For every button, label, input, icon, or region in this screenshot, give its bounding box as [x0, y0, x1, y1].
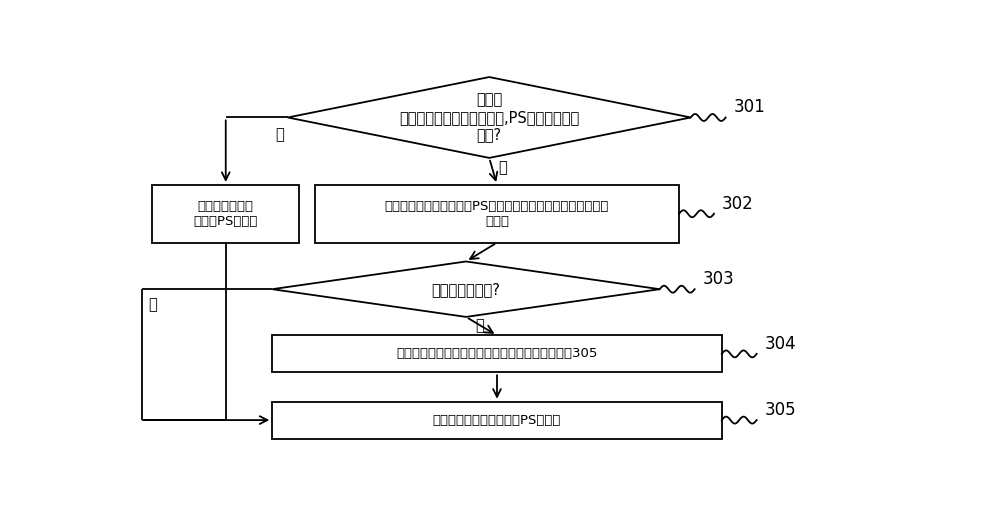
Bar: [152, 185, 299, 242]
Text: 是: 是: [475, 318, 484, 333]
Text: 位置区发生变化?: 位置区发生变化?: [432, 282, 500, 297]
Polygon shape: [272, 262, 660, 317]
Bar: [272, 402, 722, 438]
Bar: [315, 185, 679, 242]
Text: 是: 是: [275, 127, 284, 142]
Text: 否: 否: [148, 297, 157, 312]
Text: 暂停处理第二用户卡上的PS域业务，并接收第一用户卡上的广
播消息: 暂停处理第二用户卡上的PS域业务，并接收第一用户卡上的广 播消息: [385, 200, 609, 227]
Text: 303: 303: [702, 270, 734, 288]
Text: 301: 301: [733, 98, 765, 116]
Text: 304: 304: [764, 335, 796, 353]
Text: 保持处理第二用
户卡的PS域业务: 保持处理第二用 户卡的PS域业务: [194, 200, 258, 227]
Text: 对第一用户卡进行位置区更新。更新完毕后，执行305: 对第一用户卡进行位置区更新。更新完毕后，执行305: [396, 347, 598, 360]
Text: 到达第
一用户卡广播消息接收时刻,PS域数据为关键
数据?: 到达第 一用户卡广播消息接收时刻,PS域数据为关键 数据?: [399, 93, 579, 142]
Text: 否: 否: [499, 160, 507, 175]
Polygon shape: [288, 77, 691, 158]
Text: 恢复处理第二用户卡上的PS域业务: 恢复处理第二用户卡上的PS域业务: [433, 414, 561, 427]
Text: 302: 302: [722, 195, 754, 212]
Bar: [272, 336, 722, 372]
Text: 305: 305: [764, 401, 796, 419]
